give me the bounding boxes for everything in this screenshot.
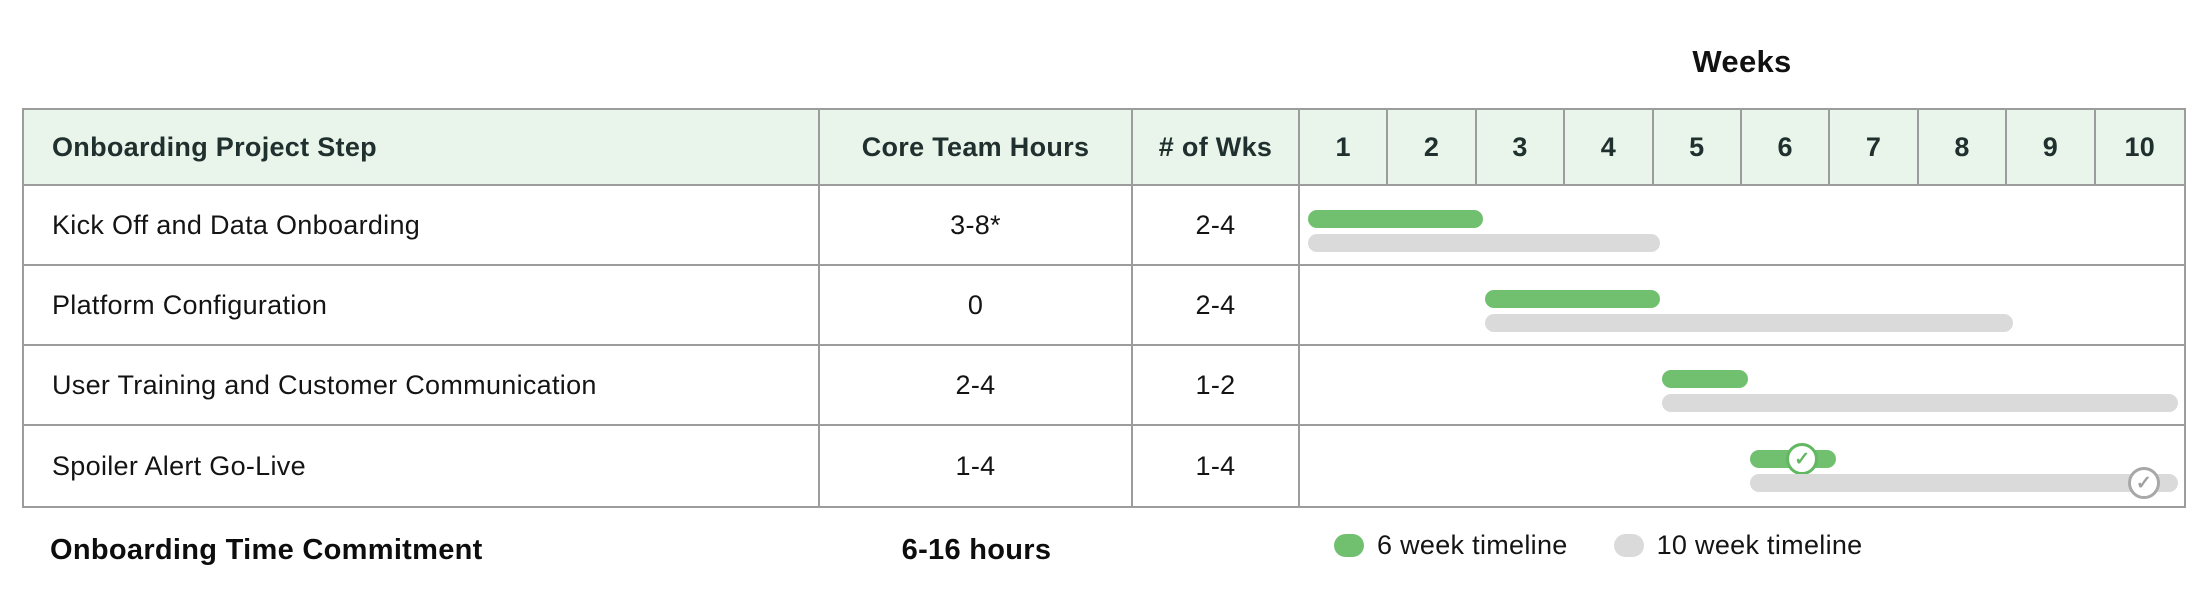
bar-10wk-timeline	[1484, 314, 2014, 332]
legend-swatch-icon	[1613, 534, 1644, 557]
week-header-cell-9: 9	[2007, 110, 2096, 186]
week-header-cell-6: 6	[1742, 110, 1831, 186]
bar-6wk-timeline	[1661, 370, 1748, 388]
hours-cell: 3-8*	[820, 186, 1133, 266]
week-header-cell-2: 2	[1388, 110, 1477, 186]
check-circle-icon: ✓	[2128, 467, 2160, 499]
header-cell-wks: # of Wks	[1133, 110, 1300, 186]
timeline-cell	[1300, 186, 2184, 266]
legend-swatch-icon	[1334, 534, 1364, 557]
legend-label: 6 week timeline	[1377, 530, 1568, 560]
wks-cell: 2-4	[1133, 186, 1300, 266]
header-cell-hours: Core Team Hours	[820, 110, 1133, 186]
week-header-cell-4: 4	[1565, 110, 1654, 186]
bar-10wk-timeline	[1750, 474, 2178, 492]
legend-item: 10 week timeline	[1613, 530, 1863, 561]
step-cell: Spoiler Alert Go-Live	[24, 426, 820, 506]
week-header-cell-8: 8	[1918, 110, 2008, 186]
bar-10wk-timeline	[1661, 394, 2178, 412]
week-header-cell-10: 10	[2095, 110, 2184, 186]
step-cell: User Training and Customer Communication	[24, 346, 820, 426]
hours-cell: 1-4	[820, 426, 1133, 506]
hours-cell: 0	[820, 266, 1133, 346]
week-header-cell-3: 3	[1476, 110, 1566, 186]
legend-item: 6 week timeline	[1334, 530, 1568, 561]
legend-label: 10 week timeline	[1656, 530, 1863, 560]
wks-cell: 2-4	[1133, 266, 1300, 346]
timeline-cell	[1300, 346, 2184, 426]
wks-cell: 1-2	[1133, 346, 1300, 426]
header-cell-step: Onboarding Project Step	[24, 110, 820, 186]
timeline-cell	[1300, 266, 2184, 346]
hours-cell: 2-4	[820, 346, 1133, 426]
timeline-legend: 6 week timeline 10 week timeline	[1334, 530, 1863, 561]
step-cell: Kick Off and Data Onboarding	[24, 186, 820, 266]
step-cell: Platform Configuration	[24, 266, 820, 346]
footer-total-label: Onboarding Time Commitment	[50, 534, 483, 566]
weeks-axis-title: Weeks	[1692, 44, 1792, 79]
bar-10wk-timeline	[1308, 234, 1660, 252]
week-header-cell-5: 5	[1653, 110, 1742, 186]
wks-cell: 1-4	[1133, 426, 1300, 506]
week-header-cell-7: 7	[1830, 110, 1919, 186]
bar-6wk-timeline	[1308, 210, 1483, 228]
week-header-cell-1: 1	[1300, 110, 1389, 186]
onboarding-table: Onboarding Project Step Core Team Hours # …	[22, 108, 2186, 508]
bar-6wk-timeline	[1484, 290, 1660, 308]
check-circle-icon: ✓	[1786, 443, 1819, 475]
timeline-cell: ✓ ✓	[1300, 426, 2184, 506]
footer-total-hours: 6-16 hours	[901, 534, 1052, 566]
